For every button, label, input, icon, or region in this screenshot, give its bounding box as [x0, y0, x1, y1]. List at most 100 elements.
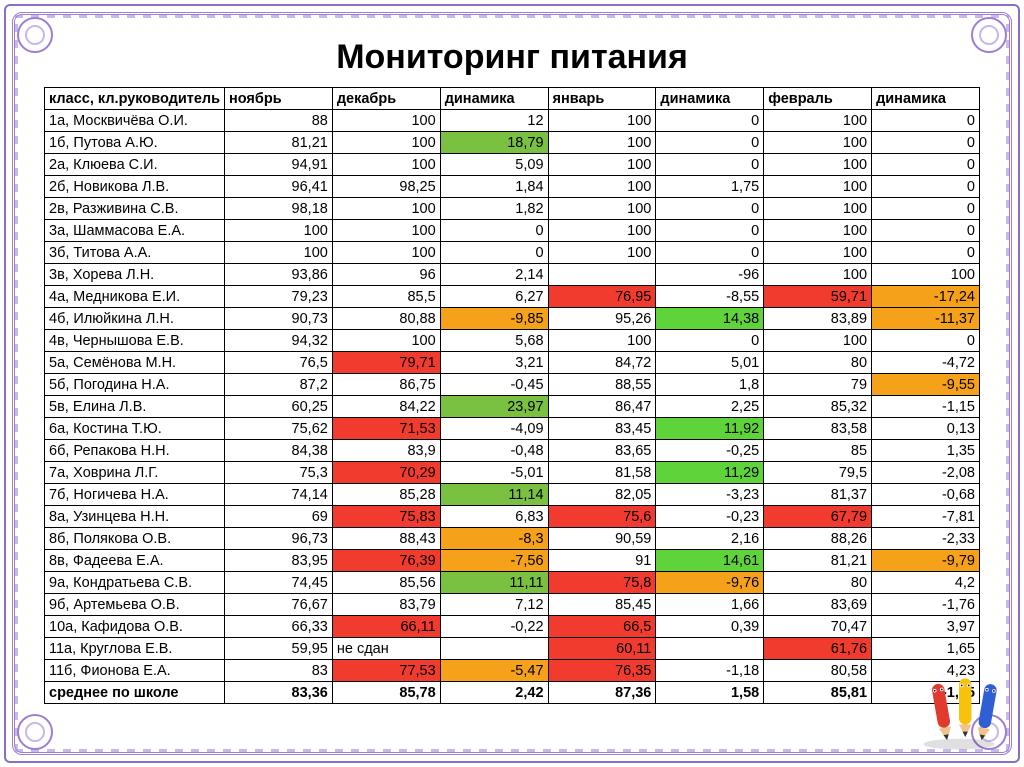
value-cell: 61,76 [764, 638, 872, 660]
value-cell: 0 [872, 132, 980, 154]
value-cell: 75,6 [548, 506, 656, 528]
value-cell: 79,5 [764, 462, 872, 484]
value-cell: 2,42 [440, 682, 548, 704]
value-cell: 100 [764, 176, 872, 198]
value-cell: -3,23 [656, 484, 764, 506]
value-cell: -0,23 [656, 506, 764, 528]
table-row: 5в, Елина Л.В.60,2584,2223,9786,472,2585… [45, 396, 980, 418]
value-cell: 94,32 [225, 330, 333, 352]
value-cell: 96 [332, 264, 440, 286]
class-name-cell: 8в, Фадеева Е.А. [45, 550, 225, 572]
value-cell: -7,81 [872, 506, 980, 528]
value-cell: 1,84 [440, 176, 548, 198]
value-cell: 0 [440, 242, 548, 264]
value-cell: 75,62 [225, 418, 333, 440]
value-cell: 2,14 [440, 264, 548, 286]
class-name-cell: 5а, Семёнова М.Н. [45, 352, 225, 374]
value-cell: 82,05 [548, 484, 656, 506]
value-cell: 96,41 [225, 176, 333, 198]
table-row: 1а, Москвичёва О.И.881001210001000 [45, 110, 980, 132]
value-cell: 1,66 [656, 594, 764, 616]
value-cell: -0,45 [440, 374, 548, 396]
value-cell: 81,37 [764, 484, 872, 506]
value-cell: 85,5 [332, 286, 440, 308]
value-cell: 12 [440, 110, 548, 132]
value-cell: 76,35 [548, 660, 656, 682]
value-cell: 84,72 [548, 352, 656, 374]
value-cell: -1,76 [872, 594, 980, 616]
value-cell: 59,95 [225, 638, 333, 660]
table-row: 4а, Медникова Е.И.79,2385,56,2776,95-8,5… [45, 286, 980, 308]
value-cell: 6,27 [440, 286, 548, 308]
value-cell: 100 [764, 132, 872, 154]
value-cell: 66,5 [548, 616, 656, 638]
value-cell: 70,47 [764, 616, 872, 638]
value-cell: 88,26 [764, 528, 872, 550]
value-cell: 79,71 [332, 352, 440, 374]
value-cell: 93,86 [225, 264, 333, 286]
table-row: 2б, Новикова Л.В.96,4198,251,841001,7510… [45, 176, 980, 198]
value-cell: не сдан [332, 638, 440, 660]
value-cell: 96,73 [225, 528, 333, 550]
value-cell: 1,58 [656, 682, 764, 704]
table-row: 8а, Узинцева Н.Н.6975,836,8375,6-0,2367,… [45, 506, 980, 528]
value-cell: 100 [548, 154, 656, 176]
table-row: 4б, Илюйкина Л.Н.90,7380,88-9,8595,2614,… [45, 308, 980, 330]
value-cell: -9,55 [872, 374, 980, 396]
col-header: январь [548, 88, 656, 110]
value-cell: 0 [656, 242, 764, 264]
value-cell: 0 [656, 198, 764, 220]
value-cell: 2,25 [656, 396, 764, 418]
value-cell: -1,55 [872, 682, 980, 704]
value-cell: 83,65 [548, 440, 656, 462]
value-cell: 100 [332, 220, 440, 242]
class-name-cell: 11а, Круглова Е.В. [45, 638, 225, 660]
value-cell: 74,45 [225, 572, 333, 594]
table-row: 11б, Фионова Е.А.8377,53-5,4776,35-1,188… [45, 660, 980, 682]
value-cell: 83,58 [764, 418, 872, 440]
value-cell: 83 [225, 660, 333, 682]
value-cell: -0,48 [440, 440, 548, 462]
table-row: 10а, Кафидова О.В.66,3366,11-0,2266,50,3… [45, 616, 980, 638]
value-cell: 0 [656, 154, 764, 176]
value-cell: 69 [225, 506, 333, 528]
table-row: 6а, Костина Т.Ю.75,6271,53-4,0983,4511,9… [45, 418, 980, 440]
value-cell: 81,21 [764, 550, 872, 572]
value-cell: 0,39 [656, 616, 764, 638]
table-row: 3в, Хорева Л.Н.93,86962,14-96100100 [45, 264, 980, 286]
class-name-cell: 4в, Чернышова Е.В. [45, 330, 225, 352]
value-cell: 83,36 [225, 682, 333, 704]
value-cell: 60,11 [548, 638, 656, 660]
class-name-cell: 2а, Клюева С.И. [45, 154, 225, 176]
table-row: 4в, Чернышова Е.В.94,321005,6810001000 [45, 330, 980, 352]
value-cell: 87,36 [548, 682, 656, 704]
value-cell: 4,2 [872, 572, 980, 594]
value-cell: 80 [764, 572, 872, 594]
value-cell: 75,3 [225, 462, 333, 484]
table-row: 7а, Ховрина Л.Г.75,370,29-5,0181,5811,29… [45, 462, 980, 484]
value-cell: 90,59 [548, 528, 656, 550]
value-cell: 0 [872, 330, 980, 352]
value-cell: 85,81 [764, 682, 872, 704]
table-row: 9а, Кондратьева С.В.74,4585,5611,1175,8-… [45, 572, 980, 594]
value-cell: 83,95 [225, 550, 333, 572]
value-cell: 74,14 [225, 484, 333, 506]
table-row: 6б, Репакова Н.Н.84,3883,9-0,4883,65-0,2… [45, 440, 980, 462]
value-cell: 6,83 [440, 506, 548, 528]
value-cell: 85,78 [332, 682, 440, 704]
value-cell: 100 [225, 242, 333, 264]
value-cell: 80 [764, 352, 872, 374]
value-cell: -5,47 [440, 660, 548, 682]
value-cell [440, 638, 548, 660]
value-cell: -96 [656, 264, 764, 286]
value-cell: 100 [225, 220, 333, 242]
col-header: класс, кл.руководитель [45, 88, 225, 110]
value-cell: 84,38 [225, 440, 333, 462]
col-header: декабрь [332, 88, 440, 110]
value-cell: 88,43 [332, 528, 440, 550]
summary-row: среднее по школе83,3685,782,4287,361,588… [45, 682, 980, 704]
value-cell: -11,37 [872, 308, 980, 330]
value-cell: 1,35 [872, 440, 980, 462]
value-cell: 4,23 [872, 660, 980, 682]
value-cell: 0 [872, 242, 980, 264]
